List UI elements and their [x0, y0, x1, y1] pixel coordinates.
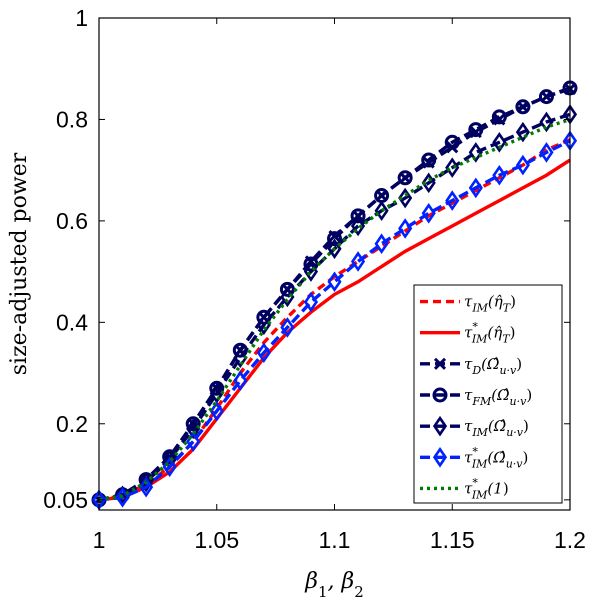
marker-circle	[327, 231, 342, 247]
marker-diamond	[468, 177, 483, 199]
series-line	[98, 117, 571, 502]
marker-diamond	[209, 400, 224, 422]
x-tick-label: 1.1	[319, 527, 351, 553]
marker-circle	[444, 134, 460, 150]
marker-diamond	[327, 271, 342, 293]
series-6	[91, 130, 578, 511]
marker-circle	[209, 380, 225, 396]
marker-diamond	[468, 142, 483, 163]
x-tick-label: 1.15	[430, 527, 475, 553]
legend-entry: τ* IM(1)	[420, 476, 509, 501]
series-7	[98, 117, 571, 502]
marker-diamond	[374, 200, 389, 222]
legend-label: τ* IM(1)	[464, 476, 509, 501]
legend-entry: τ* IM(η̂T)	[420, 321, 515, 346]
marker-circle	[432, 387, 448, 403]
marker-circle	[515, 99, 531, 115]
marker-circle	[397, 170, 413, 186]
y-tick-label: 0.2	[56, 411, 88, 437]
marker-diamond	[398, 218, 413, 239]
legend-label: τD(Ω̂u·v)	[464, 355, 522, 377]
marker-diamond	[515, 121, 530, 143]
marker-diamond	[233, 347, 248, 369]
marker-diamond	[350, 251, 366, 272]
marker-circle	[538, 89, 554, 105]
x-tick-label: 1	[93, 527, 106, 553]
marker-diamond	[256, 314, 271, 336]
marker-diamond	[374, 233, 389, 255]
marker-diamond	[115, 487, 130, 508]
marker-diamond	[398, 187, 413, 209]
legend-entry: τD(Ω̂u·v)	[420, 355, 522, 377]
marker-circle	[350, 208, 366, 224]
legend: τIM(η̂T) τ* IM(η̂T) τD(Ω̂u·v) τFM(Ω̂u·v) τIM(…	[413, 284, 563, 504]
marker-diamond	[432, 446, 448, 468]
y-tick-label: 0.8	[56, 106, 88, 132]
legend-label: τIM(Ω̂u·v)	[464, 417, 529, 439]
marker-diamond	[280, 317, 295, 338]
marker-diamond	[492, 131, 507, 153]
marker-diamond	[492, 164, 507, 186]
marker-diamond	[515, 154, 530, 176]
y-tick-label: 0.05	[43, 487, 88, 513]
series-2	[98, 158, 571, 502]
x-axis-label: β1, β2	[304, 569, 364, 598]
legend-label: τIM(η̂T)	[464, 293, 516, 315]
series-line	[98, 158, 571, 502]
marker-diamond	[445, 190, 460, 211]
marker-diamond	[421, 202, 436, 224]
marker-diamond	[539, 142, 554, 163]
series-line	[98, 86, 571, 502]
axes: 1 1.05 1.1 1.15 1.2 0.05 0.2 0.4 0.6 0.8 1 size-adj…	[7, 5, 586, 598]
legend-label: τ* IM(Ω̂u·v)	[464, 445, 528, 470]
legend-label: τFM(Ω̂u·v)	[464, 386, 532, 408]
marker-diamond	[233, 370, 248, 391]
marker-diamond	[256, 342, 271, 364]
marker-diamond	[421, 172, 436, 194]
marker-diamond	[432, 415, 448, 437]
marker-diamond	[327, 238, 342, 260]
legend-entry: τIM(Ω̂u·v)	[420, 415, 529, 439]
y-tick-label: 1	[75, 5, 88, 31]
marker-diamond	[350, 215, 366, 237]
marker-x	[433, 357, 447, 370]
marker-circle	[468, 122, 484, 138]
marker-circle	[491, 109, 507, 125]
x-tick-label: 1.05	[194, 527, 239, 553]
legend-entry: τFM(Ω̂u·v)	[420, 386, 532, 408]
x-tick-label: 1.2	[554, 527, 586, 553]
marker-diamond	[303, 291, 319, 313]
plot-area	[91, 80, 578, 511]
y-tick-label: 0.4	[56, 309, 88, 335]
marker-diamond	[445, 157, 460, 178]
marker-diamond	[139, 476, 154, 498]
legend-entry: τ* IM(Ω̂u·v)	[420, 445, 528, 470]
series-1	[98, 138, 571, 502]
y-axis-label: size-adjusted power	[7, 152, 32, 375]
y-tick-label: 0.6	[56, 208, 88, 234]
legend-label: τ* IM(η̂T)	[464, 321, 515, 346]
legend-entry: τIM(η̂T)	[420, 293, 516, 315]
series-line	[98, 138, 571, 502]
marker-circle	[421, 152, 437, 168]
marker-diamond	[539, 111, 554, 133]
series-line	[98, 139, 571, 502]
marker-diamond	[139, 471, 154, 493]
